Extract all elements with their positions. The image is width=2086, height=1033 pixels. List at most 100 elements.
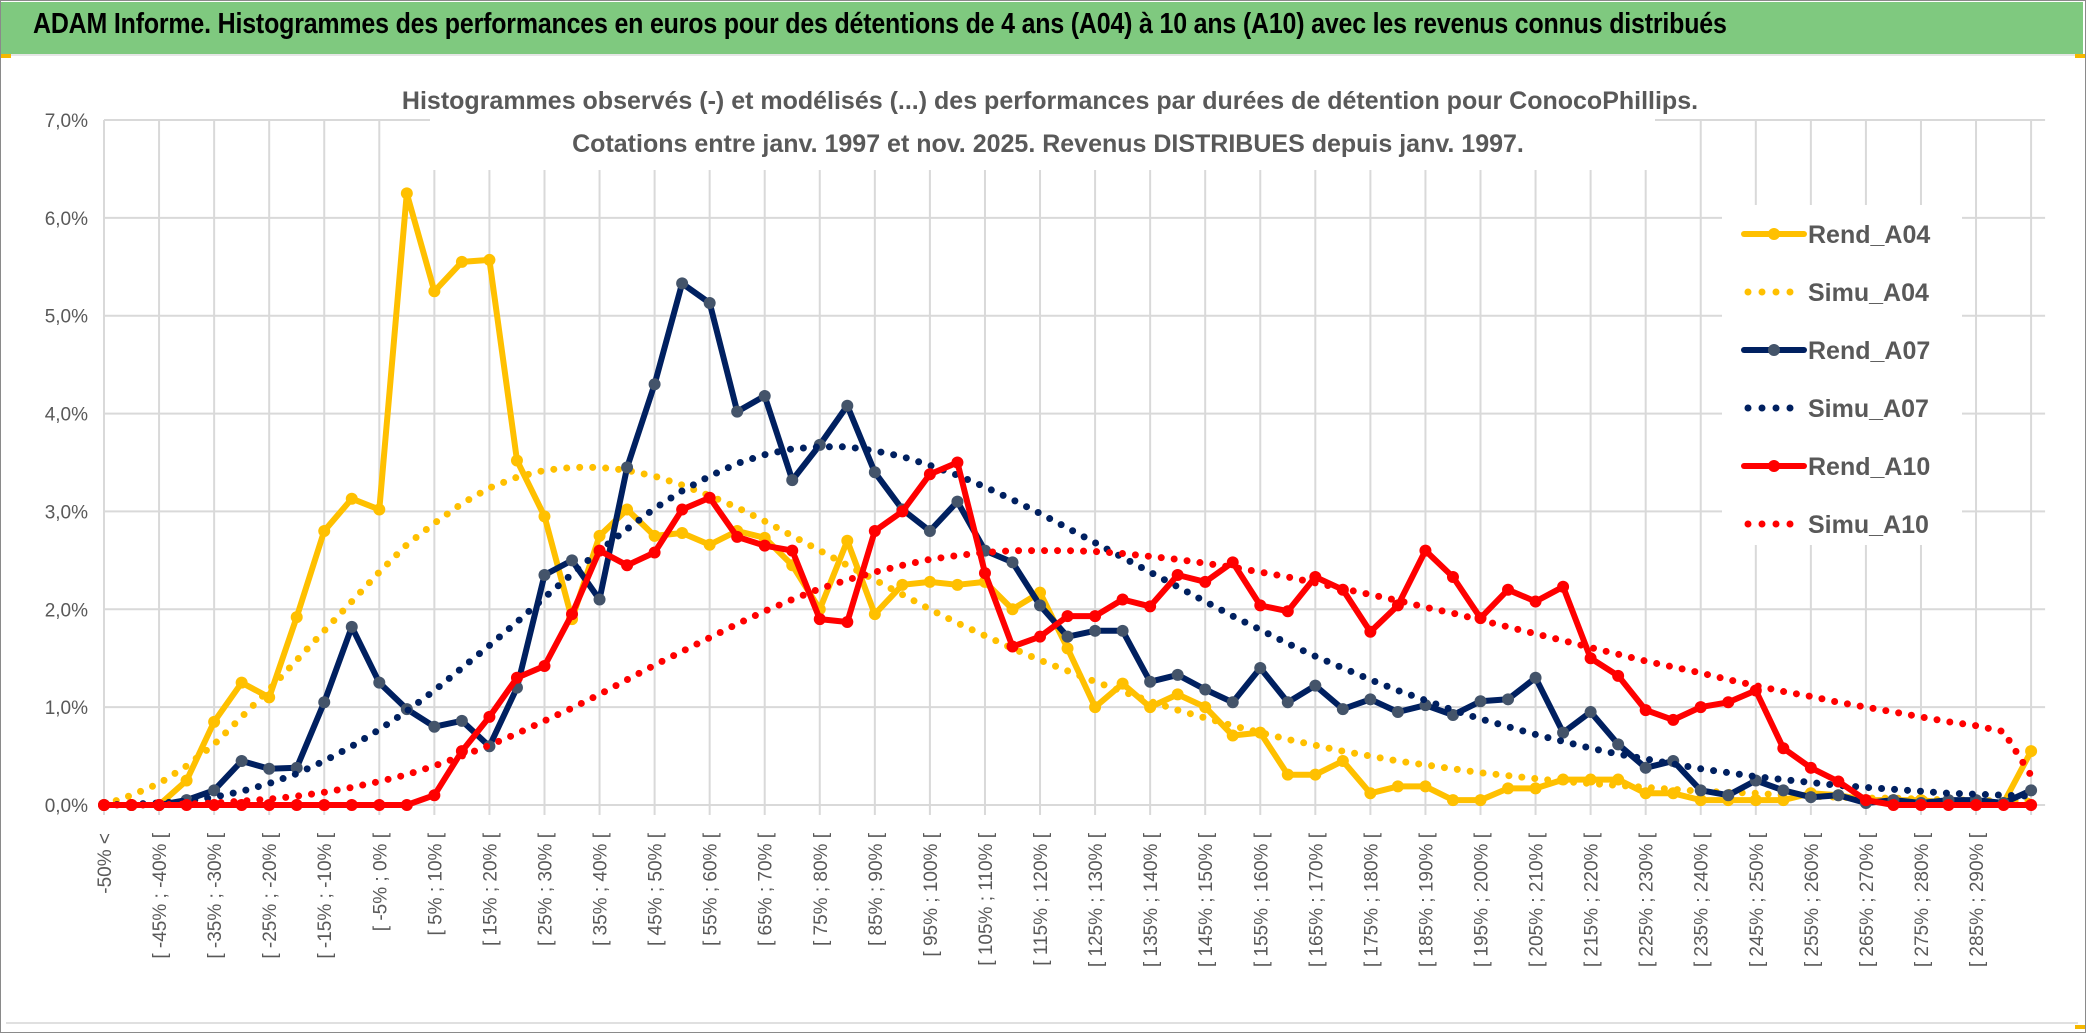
y-tick-label: 1,0% bbox=[45, 698, 88, 719]
data-point bbox=[1364, 625, 1377, 638]
legend-item: Simu_A07 bbox=[1744, 395, 1929, 423]
x-tick-label: [ 45% ; 50% [ bbox=[646, 832, 667, 946]
data-point bbox=[703, 538, 716, 551]
x-tick-label: [ 65% ; 70% [ bbox=[756, 832, 777, 946]
data-point bbox=[1171, 569, 1184, 582]
data-point bbox=[1557, 726, 1570, 739]
data-point bbox=[1391, 780, 1404, 793]
corner-accent-bottom-right bbox=[2075, 1025, 2085, 1029]
data-point bbox=[373, 799, 386, 811]
legend-label: Simu_A07 bbox=[1808, 395, 1929, 423]
data-point bbox=[1006, 556, 1019, 569]
legend-item: Rend_A04 bbox=[1741, 221, 1930, 249]
legend-label: Simu_A04 bbox=[1808, 279, 1929, 307]
data-point bbox=[1171, 688, 1184, 701]
y-tick-label: 2,0% bbox=[45, 600, 88, 621]
x-tick-label: [ 255% ; 260% [ bbox=[1802, 832, 1823, 967]
data-point bbox=[1061, 642, 1074, 655]
data-point bbox=[1089, 701, 1102, 714]
data-point bbox=[1116, 677, 1129, 690]
series-simu-a04 bbox=[100, 463, 2035, 809]
x-tick-label: [ 285% ; 290% [ bbox=[1967, 832, 1988, 967]
data-point bbox=[1997, 799, 2010, 811]
x-tick-label: [ 95% ; 100% [ bbox=[921, 832, 942, 956]
data-point bbox=[1859, 794, 1872, 807]
data-point bbox=[676, 526, 689, 539]
chart-title-background bbox=[430, 80, 1655, 170]
data-point bbox=[676, 277, 689, 290]
x-tick-label: [ 205% ; 210% [ bbox=[1527, 832, 1548, 967]
legend-label: Rend_A10 bbox=[1808, 453, 1930, 481]
data-point bbox=[758, 539, 771, 552]
data-point bbox=[400, 187, 413, 200]
chart-title: Histogrammes observés (-) et modélisés (… bbox=[402, 87, 1698, 158]
data-point bbox=[1639, 761, 1652, 774]
data-point bbox=[290, 611, 303, 624]
data-point bbox=[1364, 693, 1377, 706]
data-point bbox=[1254, 662, 1267, 674]
report-title: ADAM Informe. Histogrammes des performan… bbox=[33, 8, 1727, 40]
data-point bbox=[208, 784, 221, 797]
data-point bbox=[923, 575, 936, 588]
data-point bbox=[428, 720, 441, 733]
data-point bbox=[1034, 599, 1047, 612]
data-point bbox=[566, 554, 579, 567]
x-tick-label: [ -5% ; 0% [ bbox=[370, 832, 391, 931]
data-point bbox=[1226, 696, 1239, 709]
data-point bbox=[896, 505, 909, 518]
series-simu-a10 bbox=[100, 547, 2035, 809]
data-point bbox=[1667, 713, 1680, 726]
data-point bbox=[1144, 600, 1157, 613]
x-tick-label: [ 195% ; 200% [ bbox=[1472, 832, 1493, 967]
data-point bbox=[510, 671, 523, 684]
data-point bbox=[318, 525, 331, 537]
data-point bbox=[951, 495, 964, 508]
data-point bbox=[2025, 745, 2038, 758]
data-point bbox=[1612, 669, 1625, 682]
data-point bbox=[1116, 593, 1129, 606]
x-tick-label: [ 175% ; 180% [ bbox=[1361, 832, 1382, 967]
x-tick-label: [ 115% ; 120% [ bbox=[1031, 832, 1052, 965]
data-point bbox=[1281, 696, 1294, 709]
data-point bbox=[1502, 583, 1515, 596]
data-point bbox=[1584, 706, 1597, 719]
data-point bbox=[1336, 754, 1349, 767]
data-point bbox=[373, 503, 386, 516]
data-point bbox=[1777, 784, 1790, 797]
data-point bbox=[1061, 630, 1074, 643]
data-point bbox=[1804, 761, 1817, 774]
data-point bbox=[1832, 775, 1845, 788]
data-point bbox=[703, 491, 716, 504]
x-tick-label: [ 75% ; 80% [ bbox=[811, 832, 832, 946]
data-point bbox=[1199, 683, 1212, 696]
x-tick-label: [ 265% ; 270% [ bbox=[1857, 832, 1878, 967]
x-tick-label: -50% < bbox=[95, 833, 116, 894]
data-point bbox=[1446, 708, 1459, 721]
x-axis-ticks: -50% < [ -45% ; -40% [[ -35% ; -30% [[ -2… bbox=[95, 832, 1988, 967]
data-point bbox=[1171, 668, 1184, 681]
x-tick-label: [ 125% ; 130% [ bbox=[1086, 832, 1107, 967]
data-point bbox=[1474, 794, 1487, 807]
x-tick-label: [ 35% ; 40% [ bbox=[591, 832, 612, 946]
performance-histogram-chart: 0,0% 1,0% 2,0% 3,0% 4,0% 5,0% 6,0% 7,0% -50% < [… bbox=[45, 80, 2046, 967]
y-axis-ticks: 0,0% 1,0% 2,0% 3,0% 4,0% 5,0% 6,0% 7,0% bbox=[45, 111, 88, 817]
data-point bbox=[428, 285, 441, 298]
data-point bbox=[1199, 575, 1212, 588]
data-point bbox=[1336, 703, 1349, 716]
legend-item: Simu_A10 bbox=[1744, 511, 1929, 539]
data-point bbox=[263, 762, 276, 775]
data-point bbox=[1419, 780, 1432, 793]
data-point bbox=[593, 529, 606, 542]
legend: Rend_A04 Simu_A04 Rend_A07 Simu_A07 Rend_A10… bbox=[1722, 205, 1962, 545]
data-point bbox=[1942, 799, 1955, 811]
data-point bbox=[731, 405, 744, 418]
y-tick-label: 0,0% bbox=[45, 796, 88, 817]
data-point bbox=[1694, 784, 1707, 797]
data-point bbox=[455, 255, 468, 268]
data-point bbox=[621, 503, 634, 516]
series-line-Simu_A04 bbox=[100, 463, 2035, 809]
data-point bbox=[1254, 599, 1267, 612]
data-point bbox=[1446, 794, 1459, 807]
chart-area: 0,0% 1,0% 2,0% 3,0% 4,0% 5,0% 6,0% 7,0% -50% < [… bbox=[6, 58, 2078, 1024]
data-point bbox=[566, 608, 579, 621]
